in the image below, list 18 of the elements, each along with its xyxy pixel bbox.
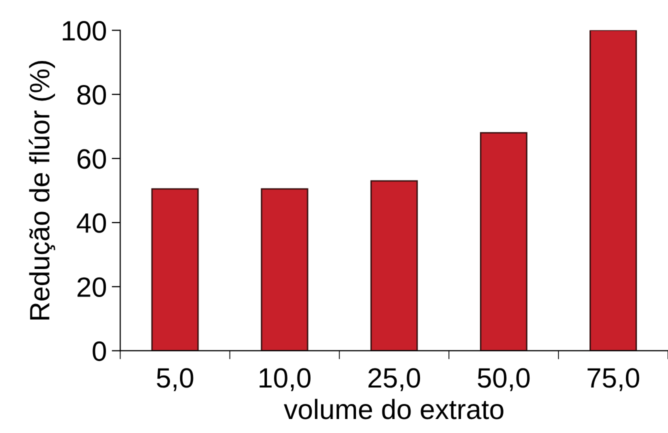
y-tick-label: 0	[92, 341, 106, 362]
x-tick-label: 25,0	[368, 368, 420, 392]
y-tick-label: 60	[78, 149, 106, 169]
bar	[370, 180, 418, 351]
x-tick-label: 5,0	[156, 368, 194, 392]
x-tick-label: 50,0	[478, 368, 530, 392]
y-tick-label: 100	[62, 20, 106, 41]
x-tick-label: 10,0	[260, 368, 311, 392]
y-axis-title: Redução de flúor (%)	[28, 60, 56, 320]
x-axis-title: volume do extrato	[284, 398, 504, 420]
bar	[590, 30, 637, 351]
y-tick-label: 40	[76, 213, 106, 233]
bar	[260, 188, 308, 351]
y-tick-label: 80	[77, 85, 106, 105]
y-tick-label: 20	[78, 277, 106, 297]
x-tick-label: 75,0	[588, 368, 640, 392]
bar	[151, 188, 199, 351]
bar	[480, 132, 528, 351]
